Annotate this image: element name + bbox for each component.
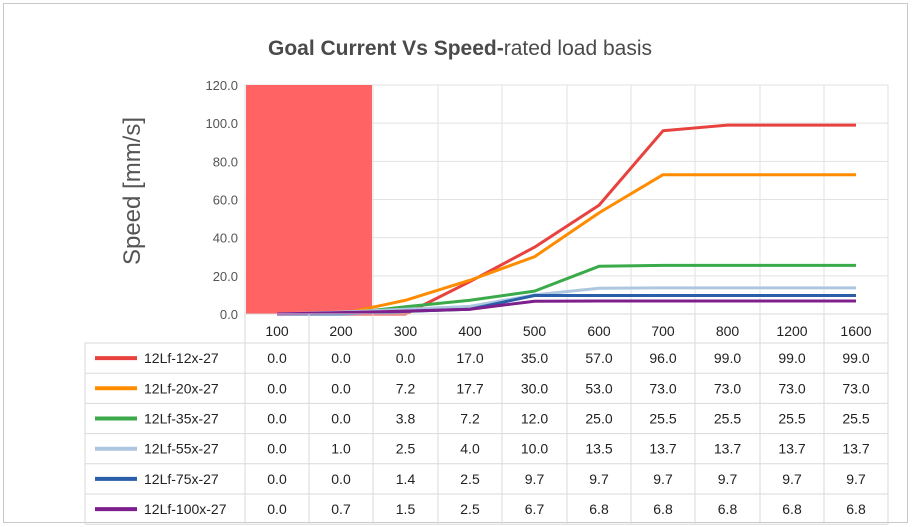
series-line-12Lf-100x-27: [276, 299, 856, 316]
data-label: 13.7: [778, 441, 805, 457]
y-tick-label: 60.0: [213, 193, 238, 208]
x-tick-label: 700: [651, 323, 675, 339]
y-tick-label: 20.0: [213, 269, 238, 284]
x-tick-label: 600: [587, 323, 611, 339]
data-label: 13.7: [714, 441, 741, 457]
legend-entry: 12Lf-12x-27: [144, 350, 219, 366]
data-label: 25.5: [778, 411, 805, 427]
x-tick-label: 300: [394, 323, 418, 339]
data-label: 25.5: [649, 411, 676, 427]
data-label: 0.0: [267, 501, 287, 517]
data-label: 73.0: [842, 380, 869, 396]
data-label: 7.2: [460, 411, 480, 427]
legend-entry: 12Lf-35x-27: [144, 411, 219, 427]
data-label: 6.8: [589, 501, 609, 517]
data-label: 0.0: [396, 350, 416, 366]
data-label: 17.0: [456, 350, 483, 366]
series-line-12Lf-20x-27: [277, 173, 856, 316]
data-label: 9.7: [653, 471, 673, 487]
chart-title-bold: Goal Current Vs Speed-: [268, 37, 504, 60]
data-label: 1.4: [396, 471, 416, 487]
data-label: 13.5: [585, 441, 612, 457]
data-label: 0.0: [331, 471, 351, 487]
x-tick-label: 800: [716, 323, 740, 339]
data-label: 4.0: [460, 441, 480, 457]
data-label: 2.5: [396, 441, 416, 457]
legend-entry: 12Lf-20x-27: [144, 380, 219, 396]
data-label: 2.5: [460, 501, 480, 517]
x-tick-label: 400: [458, 323, 482, 339]
data-label: 6.8: [782, 501, 802, 517]
data-table: 100 200 300 400 500 600 700 800 1200 1600 12Lf-12x…: [84, 313, 889, 525]
data-label: 13.7: [842, 441, 869, 457]
data-label: 9.7: [525, 471, 545, 487]
data-label: 0.0: [331, 350, 351, 366]
data-label: 73.0: [778, 380, 805, 396]
legend-entry: 12Lf-100x-27: [144, 501, 227, 517]
data-label: 25.5: [842, 411, 869, 427]
x-tick-label: 1600: [840, 323, 871, 339]
data-label: 7.2: [396, 380, 416, 396]
highlight-region-layer: [246, 85, 372, 314]
data-label: 0.0: [267, 380, 287, 396]
series-line-layer: [276, 123, 856, 316]
data-label: 13.7: [649, 441, 676, 457]
data-label: 6.7: [525, 501, 545, 517]
y-tick-layer: 0.0 20.0 40.0 60.0 80.0 100.0 120.0: [205, 78, 238, 322]
data-label: 2.5: [460, 471, 480, 487]
data-label: 9.7: [589, 471, 609, 487]
data-label: 0.0: [331, 380, 351, 396]
y-axis-label: Speed [mm/s]: [119, 117, 146, 265]
y-tick-label: 120.0: [205, 78, 238, 93]
y-tick-label: 0.0: [220, 307, 238, 322]
y-tick-label: 100.0: [205, 116, 238, 131]
x-tick-label: 500: [523, 323, 547, 339]
data-label: 25.0: [585, 411, 612, 427]
data-label: 6.8: [718, 501, 738, 517]
data-label: 9.7: [718, 471, 738, 487]
y-tick-label: 40.0: [213, 231, 238, 246]
data-label: 6.8: [653, 501, 673, 517]
data-label: 53.0: [585, 380, 612, 396]
data-label: 30.0: [521, 380, 548, 396]
legend-entry: 12Lf-75x-27: [144, 471, 219, 487]
data-label: 57.0: [585, 350, 612, 366]
legend-entry: 12Lf-55x-27: [144, 441, 219, 457]
chart-title: Goal Current Vs Speed-rated load basis: [268, 37, 652, 60]
data-label: 73.0: [649, 380, 676, 396]
data-label: 0.7: [331, 501, 351, 517]
data-label: 12.0: [521, 411, 548, 427]
data-label: 10.0: [521, 441, 548, 457]
data-label: 99.0: [778, 350, 805, 366]
data-label: 0.0: [267, 471, 287, 487]
data-label: 1.5: [396, 501, 416, 517]
x-tick-label: 100: [265, 323, 289, 339]
data-label: 0.0: [331, 411, 351, 427]
data-label: 0.0: [267, 350, 287, 366]
data-label: 0.0: [267, 441, 287, 457]
svg-text:Goal Current Vs Speed-rated lo: Goal Current Vs Speed-rated load basis: [268, 37, 652, 60]
data-label: 73.0: [714, 380, 741, 396]
data-label: 1.0: [331, 441, 351, 457]
chart-title-rest: rated load basis: [504, 37, 652, 60]
data-label: 17.7: [456, 380, 483, 396]
data-label: 35.0: [521, 350, 548, 366]
x-tick-label: 200: [329, 323, 353, 339]
y-tick-label: 80.0: [213, 154, 238, 169]
highlight-region: [246, 85, 372, 314]
data-label: 6.8: [846, 501, 866, 517]
data-label: 99.0: [714, 350, 741, 366]
data-label: 99.0: [842, 350, 869, 366]
data-label: 9.7: [782, 471, 802, 487]
x-tick-label: 1200: [776, 323, 807, 339]
chart-frame: [3, 3, 908, 523]
data-label: 3.8: [396, 411, 416, 427]
data-label: 0.0: [267, 411, 287, 427]
data-label: 25.5: [714, 411, 741, 427]
data-label: 96.0: [649, 350, 676, 366]
data-label: 9.7: [846, 471, 866, 487]
